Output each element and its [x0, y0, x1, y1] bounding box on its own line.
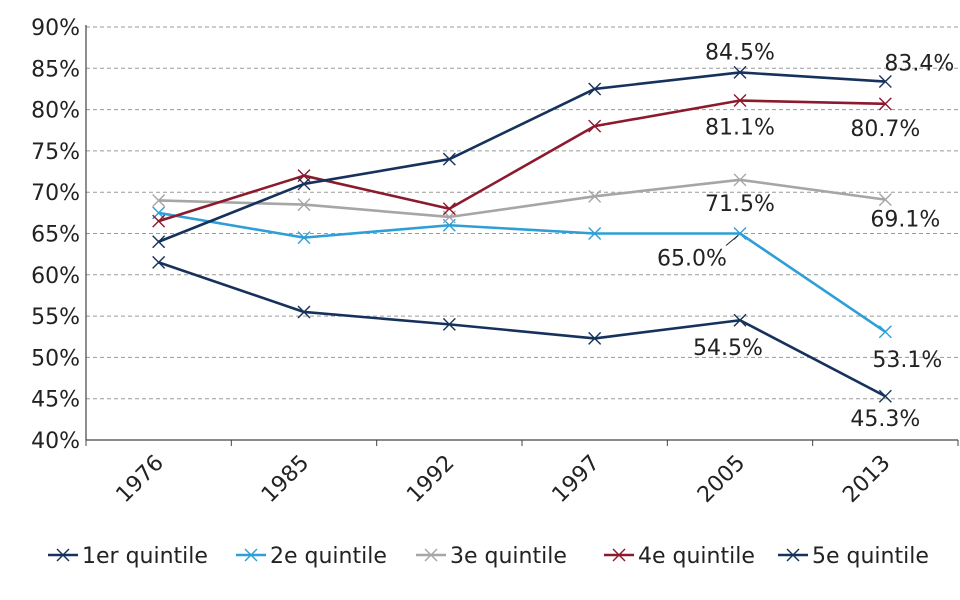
series-marker: [442, 152, 456, 166]
series-marker: [152, 255, 166, 269]
y-tick-label: 90%: [31, 16, 80, 41]
legend-item-4: 4e quintile: [604, 544, 755, 569]
legend-swatch-marker: [786, 548, 800, 562]
y-tick-label: 85%: [31, 57, 80, 82]
legend-label: 4e quintile: [638, 544, 755, 569]
series-marker: [152, 193, 166, 207]
legend-label: 3e quintile: [450, 544, 567, 569]
series-marker: [733, 65, 747, 79]
legend-label: 5e quintile: [812, 544, 929, 569]
series-2: [152, 206, 892, 339]
series-line: [158, 261, 886, 398]
legend: 1er quintile 2e quintile 3e quintile 4e qui…: [48, 544, 929, 569]
series-marker: [733, 94, 747, 108]
y-tick-label: 55%: [31, 305, 80, 330]
y-tick-label: 40%: [31, 429, 80, 454]
axes: [85, 25, 959, 446]
y-tick-label: 80%: [31, 99, 80, 124]
legend-swatch-marker: [244, 548, 258, 562]
series-marker: [588, 119, 602, 133]
series-marker: [588, 82, 602, 96]
series-marker: [878, 389, 892, 403]
data-label: 54.5%: [693, 336, 763, 361]
series-marker: [442, 317, 456, 331]
series-marker: [878, 75, 892, 89]
y-tick-label: 50%: [31, 346, 80, 371]
y-tick-label: 70%: [31, 181, 80, 206]
legend-label: 1er quintile: [82, 544, 208, 569]
series-marker: [588, 331, 602, 345]
series-marker: [588, 227, 602, 240]
x-tick-label: 1976: [112, 451, 169, 508]
series-marker: [152, 235, 166, 249]
data-label: 84.5%: [705, 40, 775, 65]
y-tick-label: 60%: [31, 264, 80, 289]
data-label: 80.7%: [850, 117, 920, 142]
data-labels: 84.5% 83.4% 81.1% 80.7% 71.5% 69.1% 65.0% 53.1%…: [657, 40, 954, 432]
series-marker: [588, 189, 602, 203]
series-marker: [297, 305, 311, 319]
x-tick-label: 1992: [402, 451, 459, 508]
x-tick-label: 2013: [838, 451, 895, 508]
series-line: [158, 178, 886, 219]
series-marker: [442, 202, 456, 216]
series-marker: [733, 173, 747, 187]
legend-item-1: 1er quintile: [48, 544, 208, 569]
y-tick-label: 75%: [31, 140, 80, 165]
data-label: 45.3%: [850, 407, 920, 432]
legend-label: 2e quintile: [270, 544, 387, 569]
series-line: [158, 211, 887, 333]
series-marker: [152, 214, 166, 228]
data-label: 71.5%: [705, 192, 775, 217]
series-5: [152, 65, 892, 249]
series-marker: [878, 97, 892, 111]
data-label: 83.4%: [884, 52, 954, 77]
x-tick-label: 1985: [257, 451, 314, 508]
legend-swatch-marker: [424, 548, 438, 562]
y-tick-label: 65%: [31, 223, 80, 248]
series-marker: [297, 198, 311, 212]
gridlines: [86, 26, 958, 400]
series-4: [152, 94, 892, 228]
legend-item-2: 2e quintile: [236, 544, 387, 569]
label-leader-line: [725, 235, 739, 246]
series-3: [152, 173, 892, 224]
x-tick-label: 2005: [693, 451, 750, 508]
legend-item-3: 3e quintile: [416, 544, 567, 569]
data-label: 69.1%: [870, 208, 940, 233]
series-marker: [733, 313, 747, 327]
data-label: 81.1%: [705, 116, 775, 141]
series-1: [152, 255, 892, 403]
series-marker: [297, 177, 311, 191]
series-line: [158, 71, 886, 243]
y-tick-label: 45%: [31, 388, 80, 413]
legend-item-5: 5e quintile: [778, 544, 929, 569]
series-marker: [297, 231, 311, 245]
x-tick-label: 1997: [548, 451, 605, 508]
legend-swatch-marker: [612, 548, 626, 562]
series-marker: [878, 193, 892, 207]
data-label: 65.0%: [657, 247, 727, 272]
x-axis-ticks: 1976 1985 1992 1997 2005 2013: [112, 451, 896, 508]
series-marker: [878, 325, 892, 339]
y-axis-ticks: 40% 45% 50% 55% 60% 65% 70% 75% 80% 85% 90%: [31, 16, 80, 454]
series-line: [158, 99, 886, 223]
series-lines: [152, 65, 892, 403]
data-label: 53.1%: [872, 348, 942, 373]
legend-swatch-marker: [56, 548, 70, 562]
